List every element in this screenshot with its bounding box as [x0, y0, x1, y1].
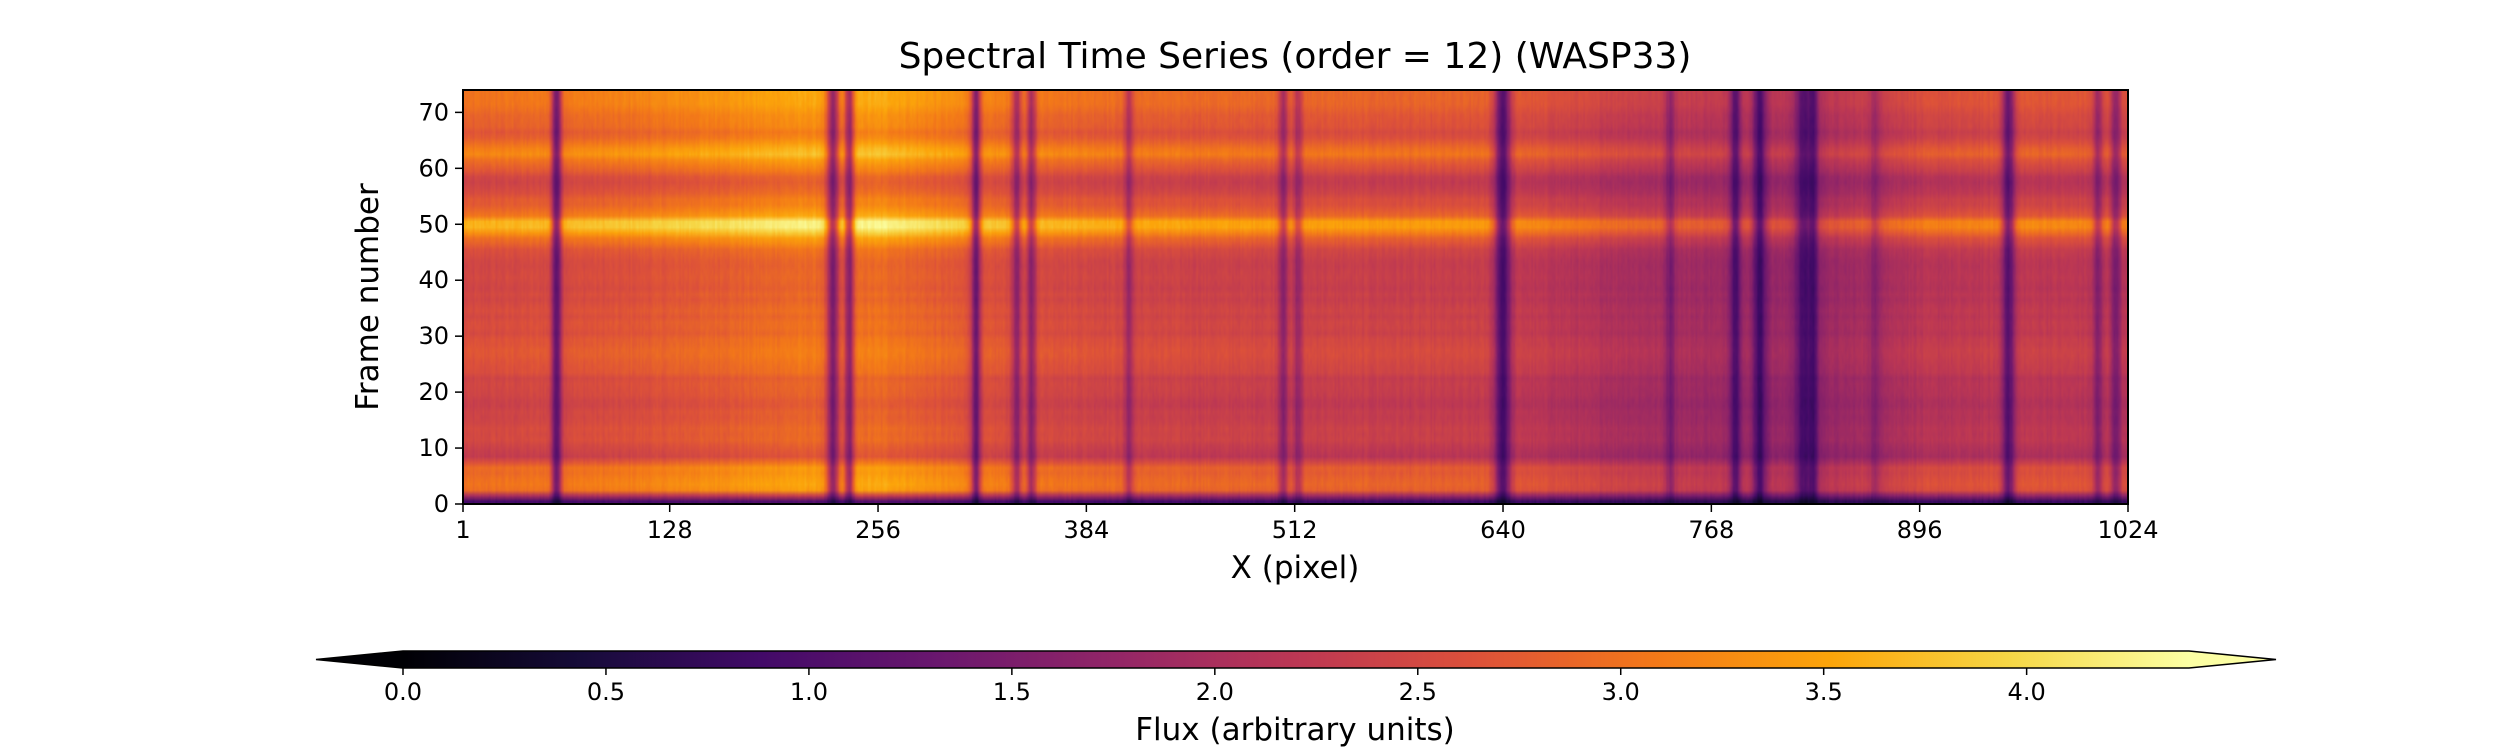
y-tick-label: 20: [418, 378, 449, 406]
colorbar-tick-label: 0.5: [587, 678, 625, 706]
x-tick-label: 384: [1063, 516, 1109, 544]
x-tick-label: 896: [1897, 516, 1943, 544]
y-tick-label: 10: [418, 434, 449, 462]
colorbar-tick-label: 1.0: [790, 678, 828, 706]
colorbar-ticks: 0.0 0.5 1.0 1.5 2.0 2.5 3.0 3.5 4.0: [384, 668, 2046, 706]
x-axis: 1 128 256 384 512 640 768 896 1024: [455, 504, 2158, 544]
colorbar-tick-label: 2.0: [1196, 678, 1234, 706]
colorbar-extend-min: [316, 651, 403, 668]
y-axis: 0 10 20 30 40 50 60 70: [418, 98, 463, 518]
x-tick-label: 1: [455, 516, 470, 544]
y-tick-label: 40: [418, 266, 449, 294]
y-tick-label: 50: [418, 210, 449, 238]
colorbar-tick-label: 4.0: [2008, 678, 2046, 706]
x-axis-label: X (pixel): [1231, 550, 1360, 586]
heatmap-image: [463, 90, 2128, 504]
y-tick-label: 30: [418, 322, 449, 350]
x-tick-label: 640: [1480, 516, 1526, 544]
x-tick-label: 512: [1272, 516, 1318, 544]
y-tick-label: 70: [418, 98, 449, 126]
x-tick-label: 1024: [2097, 516, 2158, 544]
colorbar-extend-max: [2189, 651, 2276, 668]
colorbar-tick-label: 0.0: [384, 678, 422, 706]
y-tick-label: 0: [434, 490, 449, 518]
y-tick-label: 60: [418, 154, 449, 182]
plot-area: [463, 90, 2128, 504]
colorbar-label: Flux (arbitrary units): [1135, 712, 1455, 748]
chart-title: Spectral Time Series (order = 12) (WASP3…: [899, 36, 1692, 77]
colorbar-tick-label: 1.5: [993, 678, 1031, 706]
colorbar-tick-label: 2.5: [1399, 678, 1437, 706]
colorbar-tick-label: 3.0: [1602, 678, 1640, 706]
y-axis-label: Frame number: [350, 183, 386, 411]
x-tick-label: 128: [647, 516, 693, 544]
x-tick-label: 768: [1688, 516, 1734, 544]
colorbar-gradient: [403, 651, 2189, 668]
colorbar: 0.0 0.5 1.0 1.5 2.0 2.5 3.0 3.5 4.0 Flux (arbitr…: [316, 651, 2276, 748]
colorbar-tick-label: 3.5: [1805, 678, 1843, 706]
x-tick-label: 256: [855, 516, 901, 544]
